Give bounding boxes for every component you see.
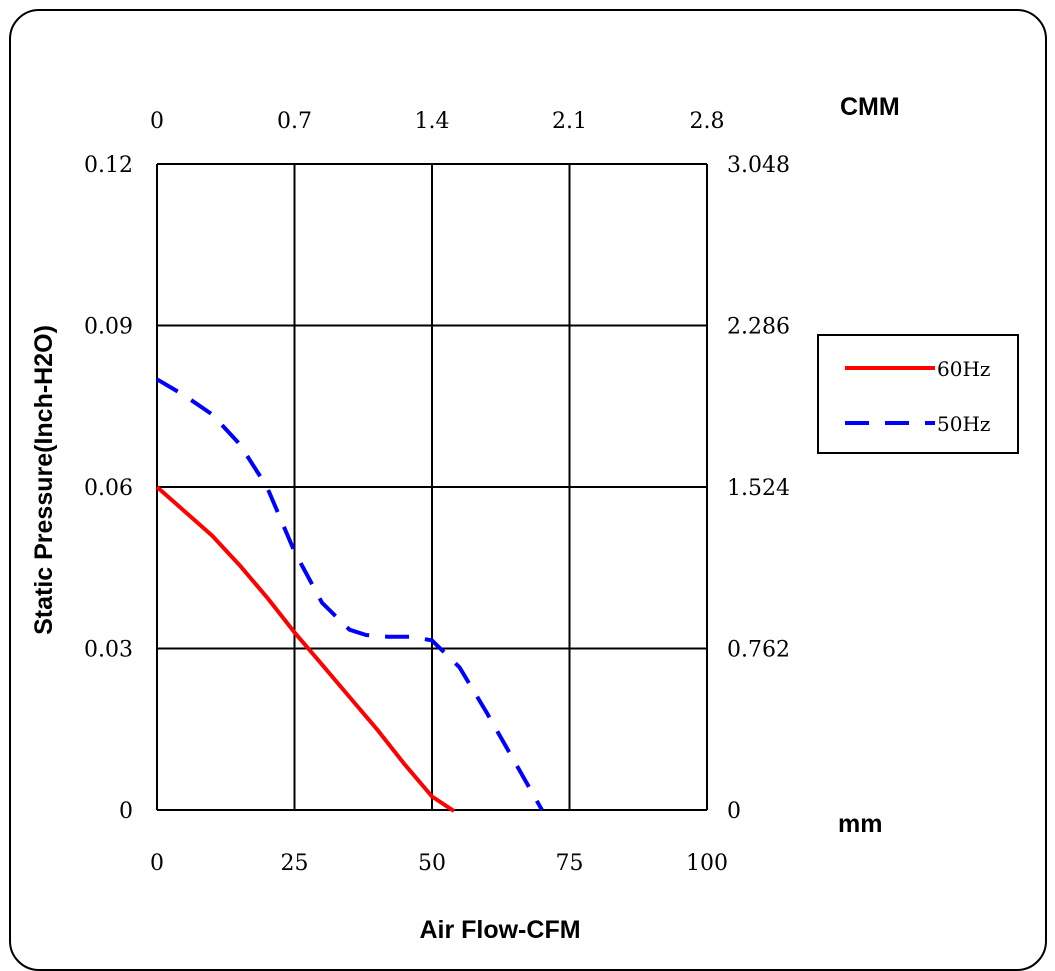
y-axis-title: Static Pressure(Inch-H2O) xyxy=(30,325,58,635)
right-tick-label: 1.524 xyxy=(727,476,790,501)
x-tick-label: 50 xyxy=(418,851,446,876)
y-tick-label: 0.03 xyxy=(84,638,133,663)
series-lines xyxy=(155,377,544,813)
y-tick-label: 0.12 xyxy=(84,153,133,178)
top-tick-label: 2.8 xyxy=(690,109,725,134)
x-tick-label: 25 xyxy=(281,851,309,876)
series-line-50hz xyxy=(155,377,544,811)
x-unit-label: mm xyxy=(838,810,882,838)
legend: 60Hz 50Hz xyxy=(817,334,1019,454)
x-tick-label: 0 xyxy=(150,851,164,876)
top-tick-label: 0.7 xyxy=(277,109,312,134)
x-axis-title: Air Flow-CFM xyxy=(419,916,580,944)
series-line-60hz xyxy=(155,485,456,813)
legend-label-60hz: 60Hz xyxy=(937,357,990,381)
top-tick-label: 2.1 xyxy=(552,109,587,134)
right-tick-label: 2.286 xyxy=(727,315,790,340)
top-axis-unit: CMM xyxy=(840,93,900,121)
right-tick-label: 3.048 xyxy=(727,153,790,178)
legend-label-50hz: 50Hz xyxy=(937,412,990,436)
top-tick-label: 0 xyxy=(150,109,164,134)
right-tick-label: 0.762 xyxy=(727,638,790,663)
top-tick-label: 1.4 xyxy=(415,109,450,134)
grid xyxy=(156,163,708,811)
x-tick-label: 75 xyxy=(556,851,584,876)
y-tick-label: 0.06 xyxy=(84,476,133,501)
tick-labels: 0 25 50 75 100 0 0.7 1.4 2.1 2.8 0 0.03 0.06 0.09 0.12… xyxy=(84,109,790,876)
legend-box xyxy=(817,334,1019,454)
y-tick-label: 0 xyxy=(119,799,133,824)
x-tick-label: 100 xyxy=(686,851,728,876)
y-tick-label: 0.09 xyxy=(84,315,133,340)
right-tick-label: 0 xyxy=(727,799,741,824)
